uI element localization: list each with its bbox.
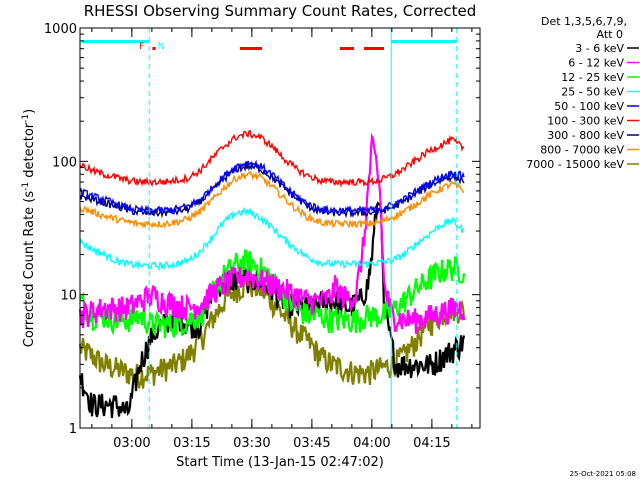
- x-tick-label: 03:00: [113, 436, 150, 451]
- y-tick-label: 100: [52, 155, 77, 170]
- legend-header: Att 0: [597, 28, 623, 41]
- axes: 1 10 100 1000 03:00 03:15 03:30 03:45 04:00 04:15: [44, 22, 480, 451]
- legend-entry-label: 50 - 100 keV: [554, 100, 624, 113]
- legend-entry-label: 25 - 50 keV: [561, 86, 624, 99]
- event-bar-red: [340, 47, 354, 50]
- legend-header: Det 1,3,5,6,7,9,: [541, 15, 627, 28]
- x-axis-label: Start Time (13-Jan-15 02:47:02): [176, 455, 384, 470]
- legend-entry-label: 800 - 7000 keV: [540, 144, 624, 157]
- y-tick-label: 1: [69, 422, 77, 437]
- series-line: [79, 170, 465, 229]
- series-line: [79, 206, 465, 272]
- series-line: [78, 201, 466, 418]
- x-tick-label: 03:45: [293, 436, 330, 451]
- event-bar-red: [152, 47, 156, 50]
- series-line: [79, 129, 465, 188]
- legend-entry-label: 12 - 25 keV: [561, 71, 624, 84]
- legend-entry-label: 100 - 300 keV: [547, 115, 624, 128]
- x-tick-label: 04:15: [413, 436, 450, 451]
- event-marker-label: F: [139, 42, 144, 52]
- series-line: [79, 159, 465, 217]
- chart-title: RHESSI Observing Summary Count Rates, Co…: [84, 2, 477, 20]
- legend-entry-label: 300 - 800 keV: [547, 129, 624, 142]
- event-bar-cyan: [391, 40, 457, 43]
- legend-entry-label: 7000 - 15000 keV: [526, 158, 624, 171]
- series-line: [78, 132, 466, 334]
- event-bar-red: [240, 47, 262, 50]
- x-tick-label: 03:15: [173, 436, 210, 451]
- y-axis-label: Corrected Count Rate (s-1 detector-1): [21, 109, 37, 347]
- legend: Det 1,3,5,6,7,9,Att 03 - 6 keV 6 - 12 keV…: [526, 15, 639, 171]
- x-tick-label: 03:30: [233, 436, 270, 451]
- legend-entry-label: 6 - 12 keV: [568, 57, 624, 70]
- event-bar-cyan: [82, 40, 150, 43]
- y-tick-label: 1000: [44, 22, 77, 37]
- legend-entry-label: 3 - 6 keV: [575, 42, 624, 55]
- plot-frame: [79, 27, 481, 429]
- event-marker-label: N: [158, 42, 165, 52]
- x-tick-label: 04:00: [353, 436, 390, 451]
- event-bar-red: [364, 47, 384, 50]
- footer-date: 25-Oct-2021 05:08: [570, 470, 636, 478]
- y-tick-label: 10: [60, 289, 77, 304]
